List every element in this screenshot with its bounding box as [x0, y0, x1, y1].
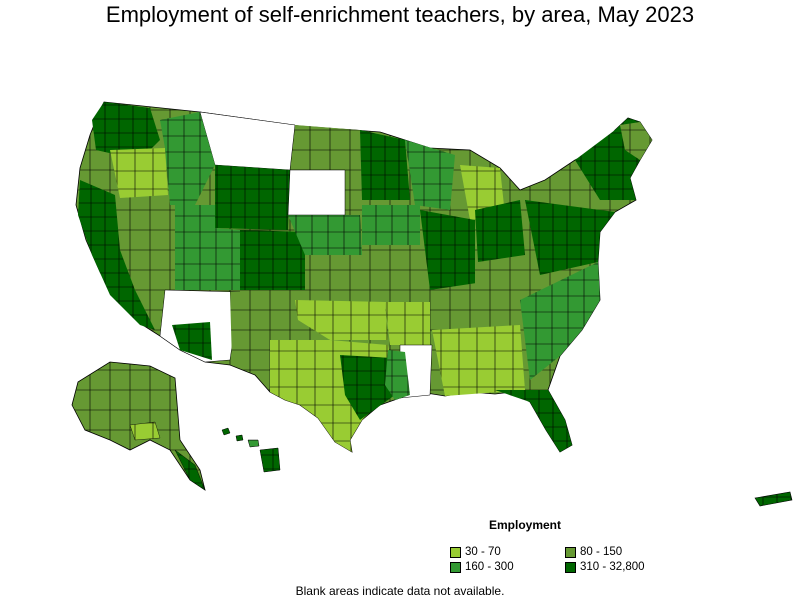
mid-atlantic-area: [525, 200, 615, 275]
legend-item: 310 - 32,800: [565, 561, 680, 573]
kansas-area: [305, 255, 382, 300]
utah-area: [175, 205, 240, 290]
ohio-area: [475, 200, 525, 262]
iowa-area: [362, 205, 420, 245]
alaska-anchorage-area: [129, 421, 161, 441]
legend-swatch: [450, 561, 461, 573]
legend-title: Employment: [488, 518, 561, 532]
california-coast-area: [78, 180, 155, 330]
texas-east-area: [340, 355, 395, 420]
north-dakota-area: [295, 125, 360, 165]
alaska-southeast-area: [174, 449, 206, 491]
legend-swatch: [450, 546, 461, 558]
legend-swatch: [565, 546, 576, 558]
legend-label: 80 - 150: [580, 546, 623, 558]
montana-blank-area: [199, 111, 296, 171]
nebraska-area: [288, 215, 362, 255]
hawaii: [221, 427, 281, 473]
legend-item: 160 - 300: [450, 561, 565, 573]
legend-label: 310 - 32,800: [580, 561, 645, 573]
footnote: Blank areas indicate data not available.: [295, 584, 505, 598]
kentucky-tennessee-area: [430, 275, 540, 330]
oklahoma-area: [295, 300, 388, 340]
illinois-indiana-area: [420, 210, 475, 290]
wyoming-area: [215, 165, 290, 230]
map-title: Employment of self-enrichment teachers, …: [105, 2, 695, 27]
florida-area: [495, 390, 572, 452]
legend: Employment 30 - 70 80 - 150 160 - 300 31…: [450, 518, 680, 573]
nevada-area: [120, 200, 175, 295]
alabama-georgia-area: [432, 325, 525, 396]
maine-area: [620, 122, 652, 160]
southeast-coast-area: [520, 262, 600, 380]
arizona-phoenix-area: [172, 322, 212, 360]
idaho-area: [160, 112, 215, 205]
legend-label: 30 - 70: [465, 546, 501, 558]
louisiana-area: [385, 350, 410, 400]
missouri-area: [380, 250, 432, 300]
wisconsin-area: [405, 140, 455, 210]
colorado-area: [240, 230, 305, 290]
oregon-east-area: [110, 148, 168, 198]
legend-swatch: [565, 561, 576, 573]
legend-item: 30 - 70: [450, 546, 565, 558]
puerto-rico: [754, 491, 793, 507]
legend-grid: 30 - 70 80 - 150 160 - 300 310 - 32,800: [450, 546, 680, 573]
legend-item: 80 - 150: [565, 546, 680, 558]
arkansas-area: [385, 302, 430, 345]
legend-label: 160 - 300: [465, 561, 514, 573]
south-dakota-blank-area: [287, 169, 346, 216]
pacific-northwest-area: [92, 102, 160, 160]
minnesota-area: [360, 130, 410, 200]
